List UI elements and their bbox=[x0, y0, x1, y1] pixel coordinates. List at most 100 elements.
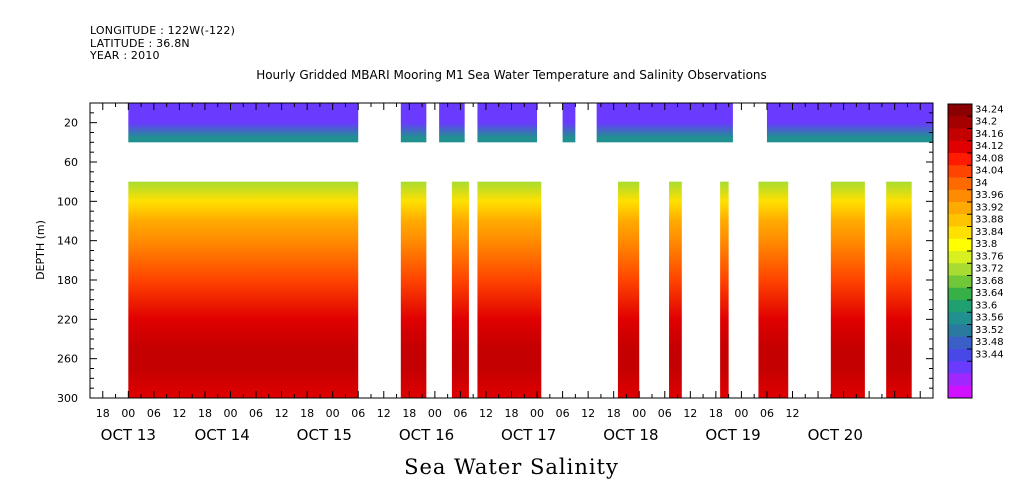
colorbar-swatch bbox=[948, 116, 972, 129]
colorbar-label: 33.8 bbox=[975, 239, 997, 250]
colorbar-swatch bbox=[948, 226, 972, 240]
x-tick-label: 18 bbox=[505, 407, 519, 420]
colorbar-label: 33.48 bbox=[975, 337, 1004, 348]
x-tick-label: 12 bbox=[683, 407, 697, 420]
colorbar-label: 34.08 bbox=[975, 153, 1004, 164]
y-tick-label: 180 bbox=[57, 274, 78, 287]
surface-data-block bbox=[477, 103, 538, 143]
x-axis: 18 00 06 12 18 00 06 12 18 00 06 12 18 00 06 12 18 00 06 12… bbox=[89, 103, 934, 444]
x-date-label: OCT 17 bbox=[501, 426, 556, 444]
colorbar-label: 34.2 bbox=[975, 117, 997, 128]
colorbar-swatch bbox=[948, 324, 972, 338]
surface-data-block bbox=[766, 103, 933, 143]
colorbar-swatch bbox=[948, 336, 972, 350]
x-tick-label: 12 bbox=[172, 407, 186, 420]
colorbar-label: 34.16 bbox=[975, 129, 1004, 140]
variable-title: Sea Water Salinity bbox=[404, 455, 619, 479]
x-tick-label: 12 bbox=[479, 407, 493, 420]
colorbar-swatch bbox=[948, 300, 972, 313]
colorbar-label: 33.6 bbox=[975, 300, 997, 311]
x-tick-label: 00 bbox=[326, 407, 340, 420]
y-tick-label: 100 bbox=[57, 195, 78, 208]
colorbar-label: 33.52 bbox=[975, 325, 1004, 336]
x-date-label: OCT 19 bbox=[705, 426, 760, 444]
deep-data-block bbox=[400, 181, 427, 398]
colorbar-swatch bbox=[948, 189, 972, 203]
colorbar-label: 34.12 bbox=[975, 141, 1004, 152]
deep-data-block bbox=[128, 181, 359, 398]
colorbar-label: 33.44 bbox=[975, 349, 1004, 360]
surface-data-block bbox=[400, 103, 427, 143]
colorbar-label: 34.04 bbox=[975, 166, 1004, 177]
plot-area bbox=[128, 103, 933, 398]
y-tick-label: 220 bbox=[57, 313, 78, 326]
plot-frame bbox=[89, 102, 934, 399]
x-date-label: OCT 18 bbox=[603, 426, 658, 444]
deep-data-block bbox=[669, 181, 682, 398]
y-tick-label: 300 bbox=[57, 392, 78, 405]
longitude-label: LONGITUDE : 122W(-122) bbox=[90, 24, 236, 37]
deep-data-block bbox=[886, 181, 912, 398]
x-tick-label: 00 bbox=[224, 407, 238, 420]
surface-data-block bbox=[562, 103, 576, 143]
x-date-label: OCT 13 bbox=[101, 426, 156, 444]
colorbar-swatch bbox=[948, 202, 972, 215]
colorbar-label: 33.64 bbox=[975, 288, 1004, 299]
x-date-label: OCT 16 bbox=[399, 426, 454, 444]
colorbar-label: 33.68 bbox=[975, 276, 1004, 287]
x-tick-label: 06 bbox=[556, 407, 570, 420]
colorbar-swatch bbox=[948, 128, 972, 142]
colorbar-swatch bbox=[948, 238, 972, 252]
chart-title: Hourly Gridded MBARI Mooring M1 Sea Wate… bbox=[256, 68, 767, 82]
y-tick-label: 260 bbox=[57, 353, 78, 366]
x-tick-label: 06 bbox=[453, 407, 467, 420]
deep-data-block bbox=[720, 181, 729, 398]
colorbar-swatch bbox=[948, 312, 972, 325]
colorbar-label: 33.88 bbox=[975, 215, 1004, 226]
deep-data-block bbox=[477, 181, 542, 398]
colorbar-label: 34 bbox=[975, 178, 988, 189]
x-tick-label: 06 bbox=[249, 407, 263, 420]
colorbar-swatch bbox=[948, 287, 972, 301]
colorbar-swatch bbox=[948, 251, 972, 264]
latitude-label: LATITUDE : 36.8N bbox=[90, 37, 190, 50]
colorbar-swatch bbox=[948, 177, 972, 191]
year-label: YEAR : 2010 bbox=[90, 49, 160, 62]
x-tick-label: 00 bbox=[428, 407, 442, 420]
colorbar-swatch bbox=[948, 373, 972, 387]
colorbar-label: 34.24 bbox=[975, 104, 1004, 115]
x-tick-label: 00 bbox=[530, 407, 544, 420]
x-tick-label: 00 bbox=[121, 407, 135, 420]
colorbar-label: 33.96 bbox=[975, 190, 1004, 201]
colorbar-label: 33.76 bbox=[975, 251, 1004, 262]
x-tick-label: 18 bbox=[607, 407, 621, 420]
x-tick-label: 18 bbox=[198, 407, 212, 420]
x-tick-label: 12 bbox=[275, 407, 289, 420]
deep-data-block bbox=[451, 181, 469, 398]
x-tick-label: 18 bbox=[300, 407, 314, 420]
x-tick-label: 12 bbox=[786, 407, 800, 420]
colorbar-label: 33.92 bbox=[975, 202, 1004, 213]
colorbar-swatch bbox=[948, 104, 972, 117]
colorbar-swatch bbox=[948, 385, 972, 399]
x-tick-label: 06 bbox=[760, 407, 774, 420]
colorbar-swatch bbox=[948, 263, 972, 276]
colorbar-label: 33.72 bbox=[975, 264, 1004, 275]
y-tick-label: 140 bbox=[57, 235, 78, 248]
colorbar-swatch bbox=[948, 140, 972, 154]
x-tick-label: 06 bbox=[147, 407, 161, 420]
colorbar-swatch bbox=[948, 165, 972, 178]
colorbar-label: 33.84 bbox=[975, 227, 1004, 238]
colorbar-swatch bbox=[948, 361, 972, 374]
x-date-label: OCT 14 bbox=[195, 426, 250, 444]
x-tick-label: 06 bbox=[351, 407, 365, 420]
y-tick-label: 20 bbox=[64, 117, 78, 130]
colorbar-swatch bbox=[948, 275, 972, 289]
x-tick-label: 06 bbox=[658, 407, 672, 420]
deep-data-block bbox=[758, 181, 789, 398]
colorbar-swatch bbox=[948, 214, 972, 227]
surface-data-block bbox=[128, 103, 359, 143]
y-tick-label: 60 bbox=[64, 156, 78, 169]
